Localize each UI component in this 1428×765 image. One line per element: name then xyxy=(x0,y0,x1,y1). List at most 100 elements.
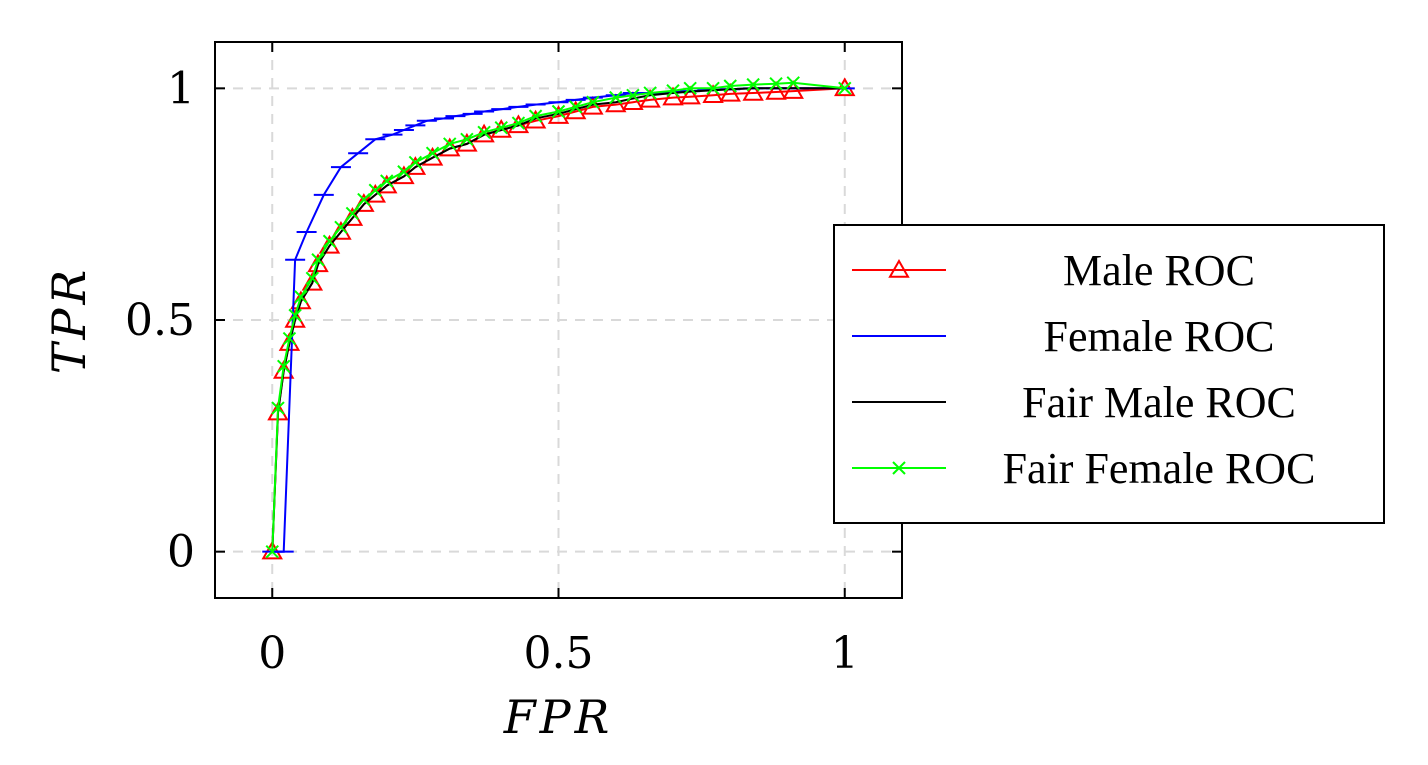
series-3-point-6-b xyxy=(305,271,320,286)
legend-label-1: Female ROC xyxy=(1044,312,1275,361)
series-3-point-13 xyxy=(380,174,394,188)
series-3-point-26-b xyxy=(609,90,623,105)
series-3-point-16 xyxy=(425,146,440,160)
series-3-point-32-b xyxy=(723,79,737,93)
y-tick-label-1: 0.5 xyxy=(125,295,195,346)
series-3-point-15-b xyxy=(408,155,423,170)
series-3-point-24-b xyxy=(568,100,583,114)
series-3-point-15 xyxy=(408,155,423,170)
series-3-point-12-b xyxy=(368,183,383,197)
series-3-point-18-b xyxy=(460,132,474,147)
series-3-point-19-b xyxy=(477,125,491,140)
series-3-point-1-b xyxy=(271,401,285,415)
legend-marker-0 xyxy=(888,258,910,278)
series-0-point-33 xyxy=(742,81,764,101)
series-3-point-31 xyxy=(706,81,720,96)
series-3-point-11 xyxy=(357,192,371,207)
series-3-point-34 xyxy=(769,76,783,91)
series-3-point-1 xyxy=(271,401,285,415)
series-3-point-7-b xyxy=(311,253,325,267)
y-tick-label-2: 1 xyxy=(167,63,195,114)
series-3 xyxy=(265,76,852,559)
series-3-point-2 xyxy=(276,359,291,374)
series-0-point-34 xyxy=(765,81,787,100)
legend-box xyxy=(833,224,1385,524)
series-3-point-33 xyxy=(746,77,760,92)
series-3-point-11-b xyxy=(357,192,371,207)
series-3-point-9-b xyxy=(334,220,348,235)
series-3-point-21 xyxy=(511,116,526,130)
series-3-point-32 xyxy=(723,79,737,93)
series-3-point-21-b xyxy=(511,116,526,130)
series-3-point-23-b xyxy=(551,104,566,119)
series-3-point-0 xyxy=(265,544,279,559)
x-axis-label: FPR xyxy=(503,690,614,744)
series-3-point-8 xyxy=(322,234,337,248)
series-3-point-22-b xyxy=(528,109,543,123)
series-3-point-20-b xyxy=(494,121,508,135)
legend: Male ROC Female ROC Fair Male ROC Fair Fema… xyxy=(833,224,1385,524)
series-3-point-33-b xyxy=(746,77,760,92)
series-3-point-7 xyxy=(311,253,325,267)
series-3-point-29-b xyxy=(666,83,680,98)
series-3-point-28 xyxy=(643,86,657,100)
series-line-2 xyxy=(271,87,845,552)
series-3-point-18 xyxy=(460,132,474,147)
series-3-point-8-b xyxy=(322,234,337,248)
series-3-point-0-b xyxy=(265,544,279,559)
series-3-point-23 xyxy=(551,104,566,119)
series-0-point-35 xyxy=(782,80,804,99)
series-3-point-5 xyxy=(294,290,308,304)
series-3-point-26 xyxy=(609,90,623,105)
x-tick-label-1: 0.5 xyxy=(524,628,594,679)
series-3-point-35-b xyxy=(786,76,800,90)
series-3-point-4-b xyxy=(288,308,302,323)
series-2 xyxy=(271,87,845,552)
series-3-point-22 xyxy=(528,109,543,123)
series-3-point-5-b xyxy=(294,290,308,304)
grid-lines xyxy=(215,42,902,598)
series-layer xyxy=(261,76,856,560)
y-tick-label-0: 0 xyxy=(167,527,195,578)
series-3-point-29 xyxy=(666,83,680,98)
series-3-point-28-b xyxy=(643,86,657,100)
series-3-point-3-b xyxy=(282,331,297,346)
series-3-point-25-b xyxy=(586,95,600,109)
x-tick-label-2: 1 xyxy=(831,628,859,679)
series-3-point-4 xyxy=(288,308,302,323)
series-3-point-24 xyxy=(568,100,583,114)
series-3-point-30 xyxy=(683,81,697,96)
y-axis-label: TPR xyxy=(42,266,96,374)
series-3-point-20 xyxy=(494,121,508,135)
series-3-point-12 xyxy=(368,183,383,197)
legend-label-0: Male ROC xyxy=(1063,246,1255,295)
series-0-point-0 xyxy=(261,540,283,560)
series-0-point-32 xyxy=(719,82,741,102)
series-3-point-14-b xyxy=(397,165,411,179)
series-3-point-19 xyxy=(477,125,491,140)
x-tick-label-0: 0 xyxy=(258,628,286,679)
axis-ticks: 0 0.5 1 0 0.5 1 xyxy=(125,42,902,679)
series-3-point-30-b xyxy=(683,81,697,96)
series-3-point-2-b xyxy=(276,359,291,374)
series-3-point-13-b xyxy=(380,174,394,188)
series-3-point-36 xyxy=(838,81,852,96)
legend-marker-3-b xyxy=(892,461,906,475)
legend-label-2: Fair Male ROC xyxy=(1022,378,1296,427)
series-3-point-27-b xyxy=(626,88,640,102)
series-3-point-6 xyxy=(305,271,320,286)
legend-label-3: Fair Female ROC xyxy=(1003,444,1316,493)
series-3-point-16-b xyxy=(425,146,440,160)
series-3-point-10 xyxy=(345,206,360,221)
legend-marker-3 xyxy=(892,461,906,475)
series-3-point-31-b xyxy=(706,81,720,96)
series-3-point-25 xyxy=(586,95,600,109)
series-3-point-17 xyxy=(443,137,457,151)
series-3-point-14 xyxy=(397,165,411,179)
series-3-point-27 xyxy=(626,88,640,102)
series-3-point-34-b xyxy=(769,76,783,91)
series-3-point-35 xyxy=(786,76,800,90)
series-3-point-10-b xyxy=(345,206,360,221)
series-3-point-9 xyxy=(334,220,348,235)
series-3-point-17-b xyxy=(443,137,457,151)
